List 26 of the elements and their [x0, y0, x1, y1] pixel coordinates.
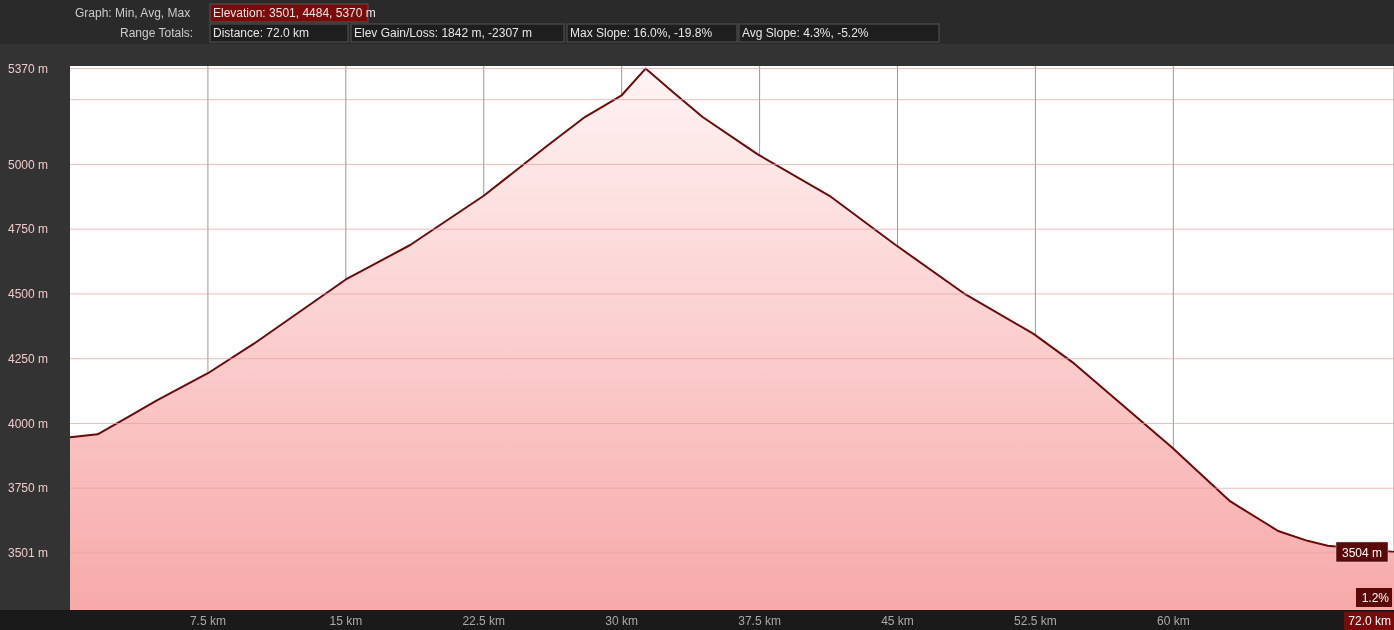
y-tick-label: 4000 m [8, 416, 49, 431]
x-tick-label: 72.0 km [1348, 614, 1391, 628]
y-tick-label: 3750 m [8, 481, 49, 496]
annotation: 1.2% [1361, 591, 1390, 605]
y-tick-label: 4250 m [8, 351, 49, 366]
text: Max Slope: 16.0%, -19.8% [570, 26, 713, 40]
annotation: 3504 m [1341, 545, 1383, 560]
x-tick-label: 37.5 km [738, 614, 781, 628]
x-tick-label: 52.5 km [1014, 614, 1057, 628]
x-tick-label: 60 km [1156, 614, 1190, 628]
y-tick-label: 5370 m [8, 61, 49, 76]
y-tick-label: 3501 m [8, 545, 49, 560]
y-tick-label: 5000 m [8, 157, 49, 172]
x-tick-label: 45 km [881, 614, 914, 628]
text: Graph: Min, Avg, Max [75, 6, 191, 20]
x-tick-label: 15 km [329, 614, 363, 628]
text: Range Totals: [120, 26, 194, 40]
y-tick-label: 4500 m [8, 287, 49, 302]
text: Distance: 72.0 km [213, 26, 310, 40]
text: Elevation: 3501, 4484, 5370 m [213, 6, 376, 20]
x-tick-label: 7.5 km [189, 614, 226, 628]
y-tick-label: 4750 m [8, 222, 49, 237]
x-tick-label: 22.5 km [462, 614, 506, 628]
text: Avg Slope: 4.3%, -5.2% [742, 26, 869, 40]
text: Elev Gain/Loss: 1842 m, -2307 m [354, 26, 533, 40]
x-tick-label: 30 km [605, 614, 639, 628]
